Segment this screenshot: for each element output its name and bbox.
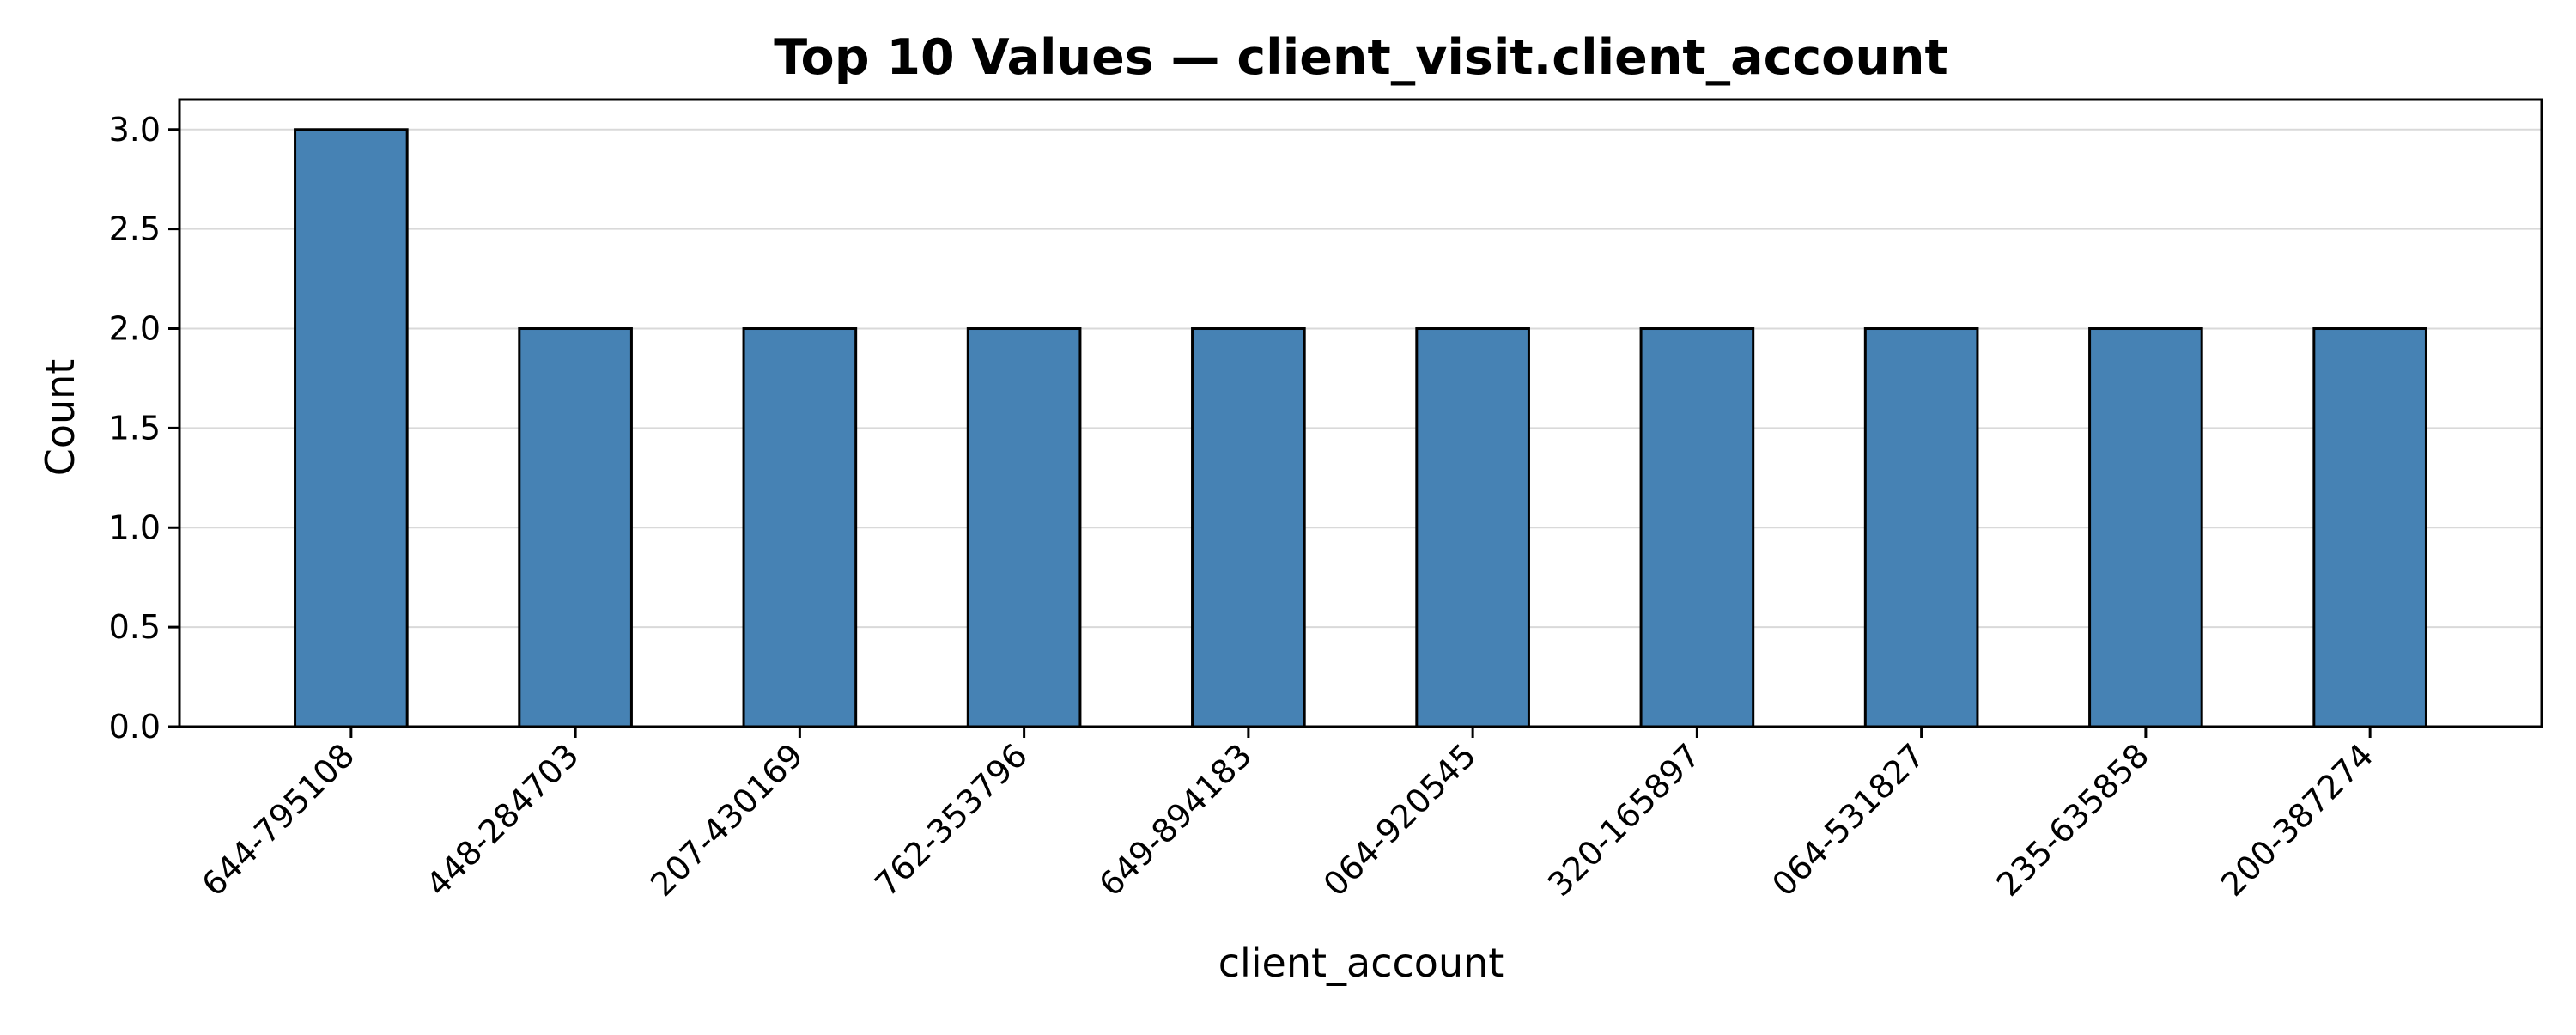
x-axis-ticks: 644-795108 448-284703 207-430169 762-353796…	[195, 727, 2381, 904]
bar	[2312, 327, 2427, 728]
x-tick-label: 064-531827	[1765, 736, 1932, 904]
x-tick-label: 200-387274	[2214, 736, 2381, 904]
y-tick-label: 0.5	[109, 608, 161, 646]
x-axis-label: client_account	[1218, 940, 1504, 986]
x-tick-label: 762-353796	[867, 736, 1035, 904]
bar	[518, 327, 633, 728]
y-axis-label: Count	[37, 359, 83, 477]
x-tick-label: 207-430169	[643, 736, 811, 904]
x-tick-label: 644-795108	[195, 736, 362, 904]
bar	[2088, 327, 2203, 728]
bar	[1639, 327, 1755, 728]
y-tick-label: 2.0	[109, 310, 161, 348]
bar	[294, 128, 409, 728]
y-tick-label: 3.0	[109, 111, 161, 149]
x-tick-label: 448-284703	[419, 736, 586, 904]
bars	[294, 128, 2427, 728]
x-tick-label: 320-165897	[1540, 736, 1708, 904]
bar	[966, 327, 1082, 728]
plot-frame	[178, 98, 2543, 728]
x-tick-label: 235-635858	[1990, 736, 2157, 904]
chart-title: Top 10 Values — client_visit.client_acco…	[774, 29, 1948, 86]
y-tick-label: 1.5	[109, 409, 161, 447]
x-tick-label: 649-894183	[1092, 736, 1260, 904]
bar	[1415, 327, 1530, 728]
y-axis-ticks: 0.0 0.5 1.0 1.5 2.0 2.5 3.0	[109, 111, 179, 746]
bar	[742, 327, 858, 728]
bar	[1863, 327, 1979, 728]
y-tick-label: 1.0	[109, 508, 161, 546]
y-tick-label: 2.5	[109, 210, 161, 248]
y-tick-label: 0.0	[109, 708, 161, 746]
x-tick-label: 064-920545	[1316, 736, 1484, 904]
bar	[1191, 327, 1306, 728]
